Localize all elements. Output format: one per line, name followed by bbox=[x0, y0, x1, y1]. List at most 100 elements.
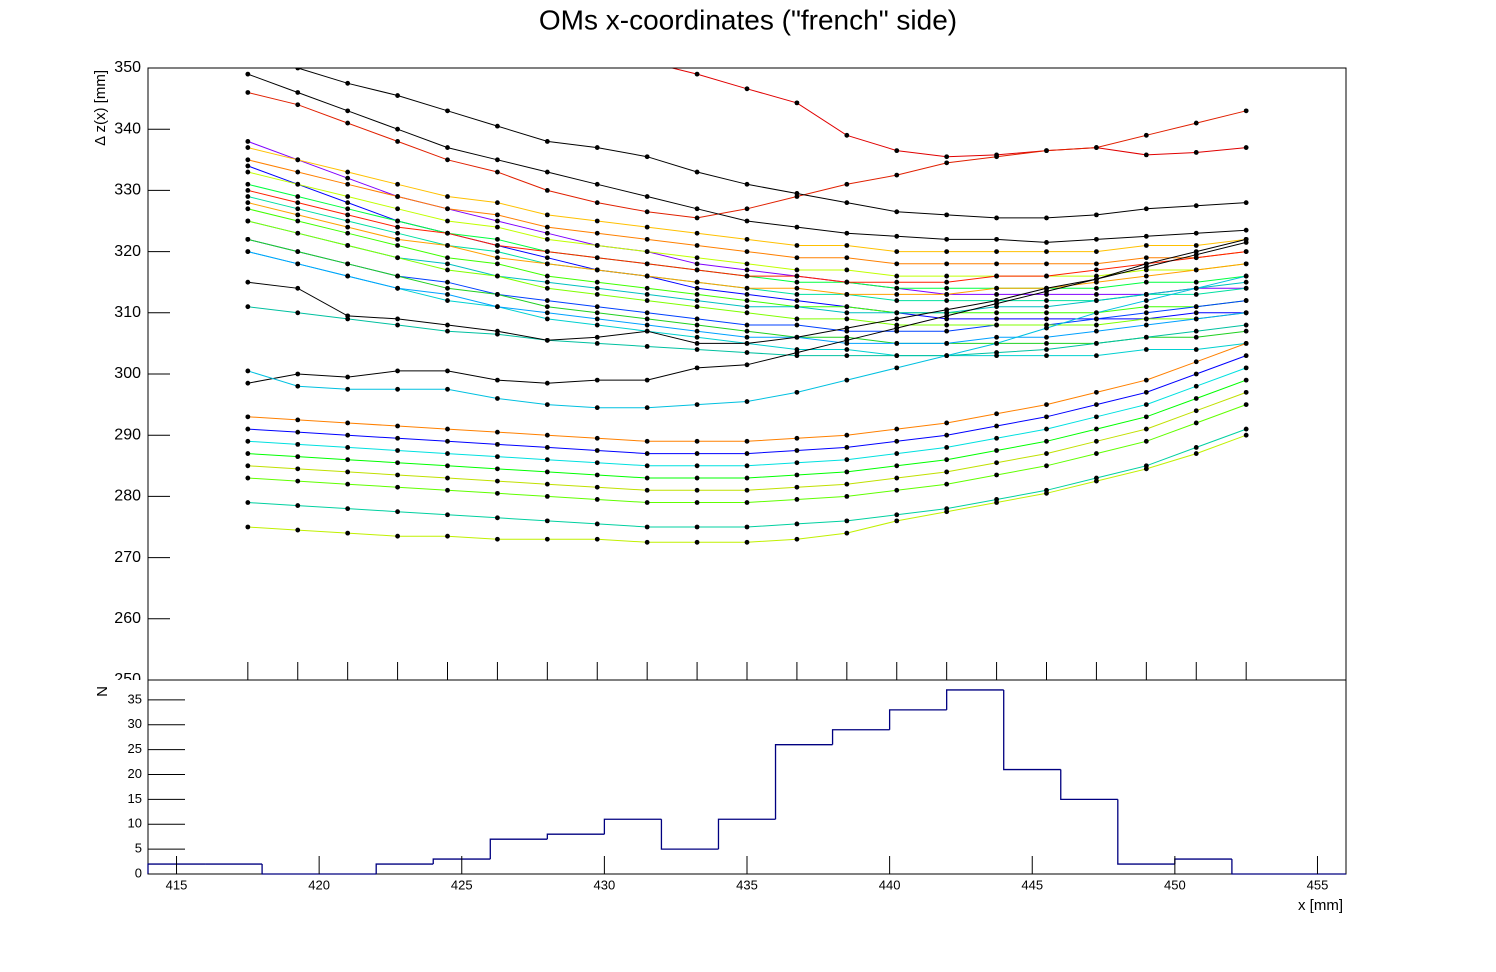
data-point bbox=[944, 298, 950, 303]
data-point bbox=[744, 298, 750, 303]
data-point bbox=[594, 341, 600, 346]
data-point bbox=[445, 145, 450, 150]
data-point bbox=[345, 273, 351, 279]
data-point bbox=[345, 530, 351, 536]
data-point bbox=[594, 145, 600, 150]
data-point bbox=[395, 423, 400, 429]
data-point bbox=[1193, 304, 1199, 310]
data-point bbox=[345, 506, 351, 512]
data-point bbox=[894, 292, 900, 297]
data-point bbox=[1044, 347, 1049, 352]
data-point bbox=[544, 457, 550, 463]
data-point bbox=[445, 368, 450, 374]
data-point bbox=[445, 243, 450, 248]
data-point bbox=[1094, 478, 1099, 484]
y-tick-label: 15 bbox=[128, 791, 142, 806]
data-point bbox=[245, 463, 251, 469]
data-point bbox=[345, 261, 351, 267]
data-point bbox=[544, 445, 550, 450]
data-point bbox=[1193, 279, 1199, 285]
data-point bbox=[1143, 261, 1149, 267]
data-point bbox=[744, 328, 750, 334]
data-point bbox=[1044, 414, 1049, 420]
data-point bbox=[744, 341, 750, 346]
data-point bbox=[395, 139, 400, 144]
data-point bbox=[544, 273, 550, 279]
data-point bbox=[1243, 426, 1249, 432]
data-point bbox=[245, 139, 251, 144]
data-point bbox=[644, 322, 650, 328]
data-point bbox=[944, 313, 950, 319]
data-point bbox=[295, 310, 301, 316]
data-point bbox=[245, 475, 251, 481]
data-point bbox=[445, 328, 450, 334]
data-point bbox=[1193, 396, 1199, 401]
data-point bbox=[295, 371, 301, 377]
data-point bbox=[594, 285, 600, 291]
data-point bbox=[594, 435, 600, 441]
data-point bbox=[445, 292, 450, 297]
data-point bbox=[1143, 273, 1149, 279]
histogram-bin bbox=[1231, 859, 1289, 875]
data-point bbox=[245, 194, 251, 199]
data-point bbox=[794, 484, 800, 490]
data-point bbox=[1044, 353, 1049, 359]
data-point bbox=[495, 328, 500, 334]
data-point bbox=[844, 279, 850, 285]
data-point bbox=[544, 432, 550, 438]
data-point bbox=[844, 353, 850, 359]
data-point bbox=[794, 100, 800, 106]
data-point bbox=[994, 215, 999, 221]
data-point bbox=[594, 521, 600, 527]
data-point bbox=[694, 71, 700, 77]
data-point bbox=[794, 536, 800, 542]
data-point bbox=[445, 451, 450, 456]
data-point bbox=[1094, 236, 1099, 242]
data-point bbox=[1044, 285, 1049, 291]
data-point bbox=[844, 255, 850, 261]
data-point bbox=[644, 249, 650, 255]
data-point bbox=[694, 487, 700, 493]
data-point bbox=[345, 108, 351, 114]
data-point bbox=[1243, 273, 1249, 279]
data-point bbox=[544, 402, 550, 407]
data-point bbox=[1193, 249, 1199, 255]
data-point bbox=[744, 475, 750, 481]
data-point bbox=[445, 230, 450, 236]
data-point bbox=[894, 365, 900, 371]
data-point bbox=[1044, 148, 1049, 154]
data-point bbox=[1143, 292, 1149, 297]
data-point bbox=[1143, 255, 1149, 261]
data-point bbox=[894, 148, 900, 154]
data-point bbox=[295, 454, 301, 460]
data-point bbox=[844, 347, 850, 352]
data-point bbox=[1094, 249, 1099, 255]
data-point bbox=[1143, 402, 1149, 407]
data-point bbox=[744, 206, 750, 212]
data-point bbox=[694, 261, 700, 267]
data-point bbox=[495, 123, 500, 129]
data-point bbox=[395, 322, 400, 328]
data-point bbox=[245, 236, 251, 242]
data-point bbox=[1193, 445, 1199, 450]
data-point bbox=[345, 432, 351, 438]
data-point bbox=[295, 68, 301, 71]
data-point bbox=[994, 249, 999, 255]
data-point bbox=[644, 405, 650, 411]
data-point bbox=[894, 298, 900, 303]
data-point bbox=[245, 218, 251, 224]
data-point bbox=[694, 267, 700, 273]
data-point bbox=[744, 267, 750, 273]
data-point bbox=[295, 261, 301, 267]
data-point bbox=[594, 243, 600, 248]
data-point bbox=[345, 206, 351, 212]
y-axis-label: N bbox=[94, 686, 111, 697]
data-point bbox=[844, 200, 850, 206]
data-point bbox=[594, 304, 600, 310]
data-point bbox=[245, 368, 251, 374]
data-point bbox=[345, 386, 351, 392]
data-point bbox=[694, 451, 700, 456]
data-point bbox=[495, 169, 500, 175]
data-point bbox=[744, 399, 750, 404]
data-point bbox=[844, 292, 850, 297]
